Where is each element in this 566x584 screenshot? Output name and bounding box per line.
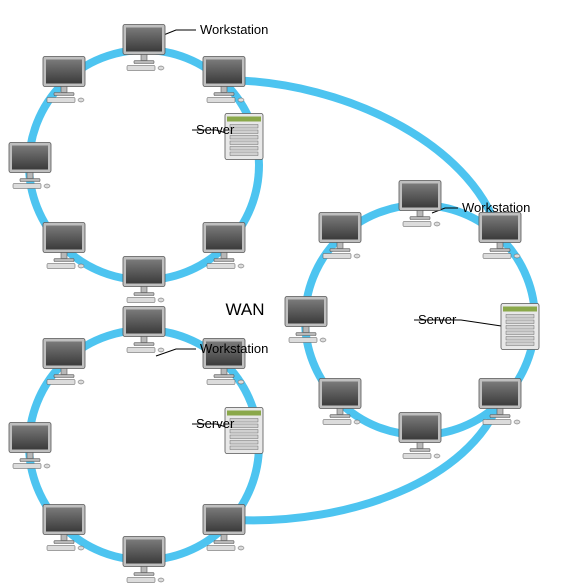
server-icon: [221, 406, 267, 463]
workstation-icon: [279, 295, 333, 350]
workstation-icon: [197, 221, 251, 276]
server-callout-label: Server: [196, 416, 234, 431]
workstation-icon: [117, 305, 171, 360]
workstation-icon: [117, 23, 171, 78]
workstation-icon: [3, 421, 57, 476]
workstation-icon: [393, 411, 447, 466]
server-icon: [497, 302, 543, 359]
workstation-callout-label: Workstation: [200, 22, 268, 37]
workstation-icon: [393, 179, 447, 234]
wan-label: WAN: [225, 300, 264, 320]
workstation-icon: [37, 221, 91, 276]
workstation-icon: [37, 55, 91, 110]
workstation-icon: [313, 377, 367, 432]
workstation-icon: [197, 503, 251, 558]
workstation-icon: [473, 377, 527, 432]
server-callout-label: Server: [418, 312, 456, 327]
server-callout-label: Server: [196, 122, 234, 137]
workstation-icon: [37, 337, 91, 392]
workstation-icon: [197, 55, 251, 110]
workstation-icon: [473, 211, 527, 266]
workstation-icon: [3, 141, 57, 196]
server-icon: [221, 112, 267, 169]
workstation-icon: [37, 503, 91, 558]
workstation-callout-label: Workstation: [462, 200, 530, 215]
workstation-callout-label: Workstation: [200, 341, 268, 356]
workstation-icon: [117, 255, 171, 310]
wan-diagram: WAN Workstation Server Workstation Server Wor…: [0, 0, 566, 584]
workstation-icon: [313, 211, 367, 266]
workstation-icon: [117, 535, 171, 584]
